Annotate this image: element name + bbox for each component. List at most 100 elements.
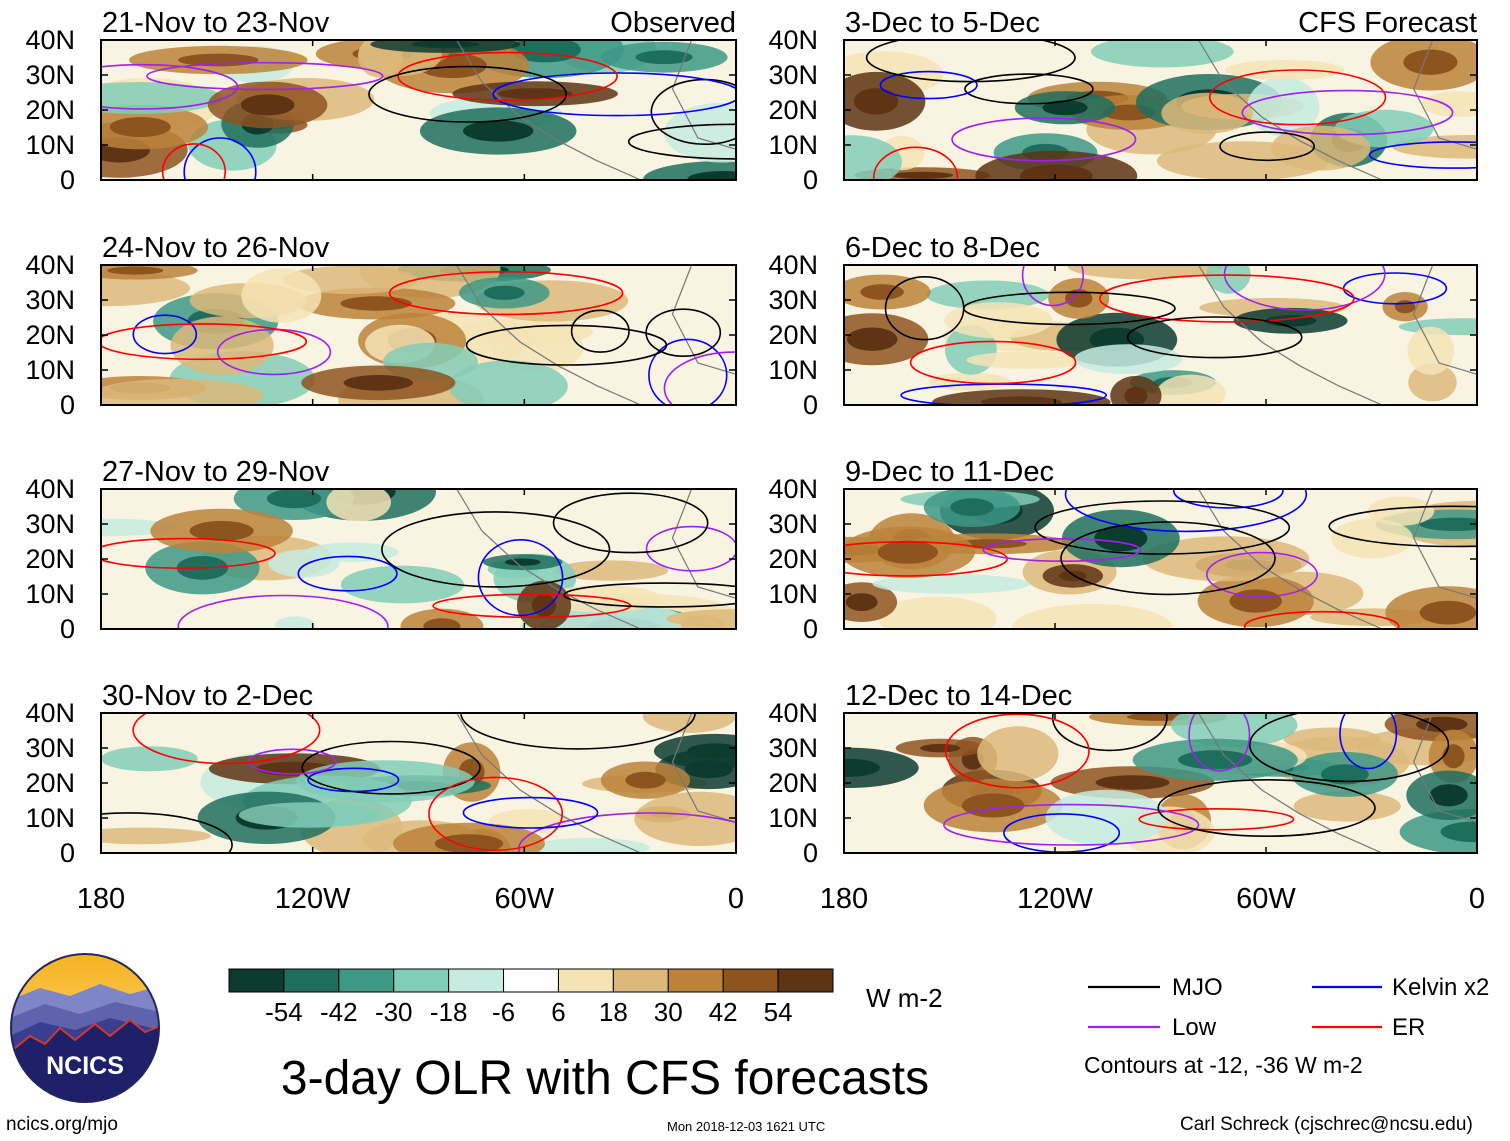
footer-credit: Carl Schreck (cjschrec@ncsu.edu) — [1180, 1114, 1473, 1135]
olr-anomaly-blob — [554, 560, 669, 581]
contour-mjo — [1157, 778, 1376, 837]
olr-anomaly-blob — [101, 746, 198, 772]
olr-anomaly-blob — [268, 549, 340, 578]
y-tick-label: 30N — [25, 733, 75, 763]
y-tick-label: 0 — [803, 838, 818, 868]
olr-anomaly-core — [423, 618, 461, 629]
olr-anomaly-core — [434, 834, 504, 853]
y-tick-label: 40N — [768, 25, 818, 55]
contour-er — [101, 537, 276, 569]
y-tick-label: 10N — [25, 130, 75, 160]
contour-mjo — [963, 291, 1176, 326]
olr-anomaly-core — [1124, 386, 1148, 405]
contour-er — [1099, 274, 1355, 323]
contour-kelvin — [477, 538, 564, 617]
olr-anomaly-blob — [1171, 713, 1298, 748]
olr-field — [844, 713, 1477, 853]
x-tick-label: 120W — [275, 883, 351, 915]
contour-low — [951, 117, 1137, 162]
olr-anomaly-core — [463, 120, 534, 142]
coastline-americas — [1197, 265, 1383, 405]
y-tick-label: 20N — [768, 768, 818, 798]
y-tick-label: 30N — [768, 60, 818, 90]
olr-anomaly-blob — [528, 838, 650, 853]
colorbar-swatch — [503, 968, 559, 993]
y-tick-label: 40N — [25, 25, 75, 55]
y-tick-label: 40N — [768, 250, 818, 280]
contour-mjo — [381, 511, 611, 588]
olr-anomaly-core — [1019, 164, 1093, 180]
observed-label: Observed — [610, 7, 736, 39]
contour-mjo — [1126, 316, 1303, 359]
colorbar: -54 -42 -30 -18 -6 6 18 30 42 54 — [228, 968, 834, 1027]
olr-anomaly-core — [1042, 100, 1088, 116]
y-tick-label: 30N — [768, 285, 818, 315]
olr-anomaly-blob — [170, 316, 274, 375]
colorbar-swatch — [393, 968, 450, 993]
contour-er — [844, 541, 1008, 577]
olr-anomaly-core — [411, 40, 479, 49]
olr-field — [844, 265, 1477, 405]
contour-mjo — [1219, 131, 1315, 162]
olr-anomaly-core — [1429, 784, 1468, 807]
olr-anomaly-blob — [101, 378, 264, 405]
olr-anomaly-blob — [340, 565, 465, 604]
contour-kelvin — [297, 555, 398, 592]
y-tick-label: 10N — [768, 130, 818, 160]
contour-mjo — [301, 740, 481, 795]
contour-mjo — [460, 713, 696, 750]
olr-anomaly-blob — [1407, 326, 1455, 375]
panel-period: 6-Dec to 8-Dec — [845, 232, 1040, 264]
panel-period: 24-Nov to 26-Nov — [102, 232, 330, 264]
olr-anomaly-blob — [241, 268, 322, 323]
contour-er — [132, 713, 321, 765]
footer-url[interactable]: ncics.org/mjo — [6, 1114, 118, 1135]
x-tick-label: 120W — [1017, 883, 1093, 915]
coastline-africa — [671, 265, 736, 375]
y-tick-label: 20N — [768, 320, 818, 350]
olr-field — [101, 713, 736, 853]
olr-anomaly-core — [1095, 775, 1170, 790]
olr-anomaly-core — [340, 296, 412, 311]
olr-anomaly-blob — [872, 574, 1031, 594]
ncics-logo: NCICS — [10, 953, 160, 1103]
contour-kelvin — [879, 70, 978, 100]
contour-low — [1021, 265, 1084, 307]
contour-mjo — [1060, 521, 1276, 596]
panel-observed-3: 40N 30N 20N 10N 0 27-Nov to 29-Nov — [25, 456, 737, 644]
colorbar-swatch — [557, 968, 614, 993]
y-tick-label: 0 — [60, 390, 75, 420]
colorbar-label: 54 — [764, 997, 793, 1027]
coastline-americas — [456, 489, 641, 629]
legend-label: ER — [1392, 1014, 1425, 1041]
panel-period: 9-Dec to 11-Dec — [845, 456, 1054, 488]
olr-anomaly-blob — [634, 791, 736, 846]
contour-er — [101, 323, 308, 361]
olr-anomaly-blob — [1399, 809, 1477, 853]
y-tick-label: 0 — [803, 390, 818, 420]
colorbar-label: 6 — [551, 997, 565, 1027]
olr-anomaly-core — [343, 375, 413, 391]
olr-anomaly-core — [1229, 589, 1282, 613]
olr-anomaly-blob — [1283, 727, 1381, 751]
olr-anomaly-blob — [1331, 518, 1413, 559]
olr-anomaly-core — [1442, 744, 1465, 769]
coastline-americas — [1197, 713, 1383, 853]
contour-er — [873, 146, 959, 180]
colorbar-swatch — [228, 968, 285, 993]
olr-anomaly-blob — [1045, 789, 1167, 846]
y-tick-label: 10N — [768, 803, 818, 833]
olr-anomaly-core — [1065, 289, 1093, 308]
contour-er — [944, 713, 1090, 789]
olr-anomaly-core — [1416, 716, 1468, 732]
colorbar-swatch — [283, 968, 340, 993]
panel-period: 30-Nov to 2-Dec — [102, 680, 313, 712]
olr-anomaly-core — [845, 593, 878, 611]
contour-low — [943, 803, 1200, 846]
olr-anomaly-blob — [966, 351, 1091, 369]
olr-anomaly-blob — [326, 489, 391, 522]
coastline-africa — [1413, 265, 1477, 375]
olr-anomaly-core — [860, 284, 904, 300]
olr-anomaly-blob — [238, 802, 380, 828]
colorbar-units: W m-2 — [866, 983, 943, 1013]
